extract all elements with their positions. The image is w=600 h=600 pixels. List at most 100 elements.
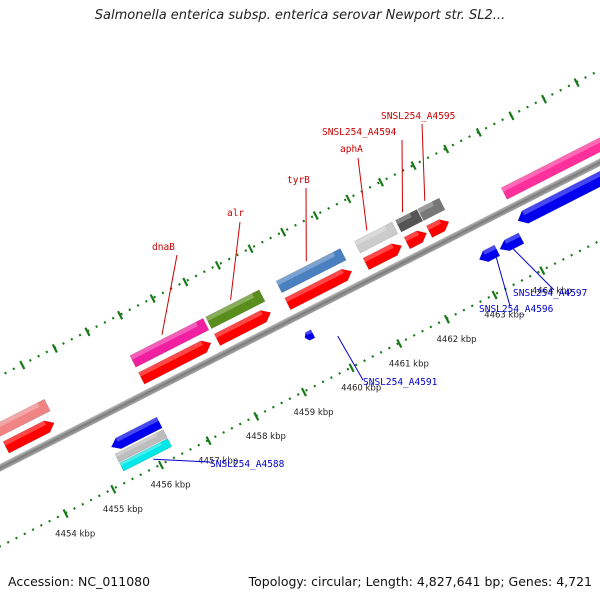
scale-tick-label: 4462 kbp (437, 335, 477, 345)
gene-block-red-a4594[interactable] (403, 227, 430, 250)
outer-tick-ruler (0, 50, 600, 434)
feature-highlight (305, 329, 313, 336)
feature-highlight (276, 252, 336, 286)
gene-block-red-dnab[interactable] (138, 337, 214, 385)
scale-major-tick (62, 509, 69, 519)
outer-major-tick (214, 260, 221, 270)
feature-highlight (214, 310, 263, 339)
scale-major-tick (253, 411, 260, 421)
gene-label[interactable]: SNSL254_A4594 (322, 127, 397, 138)
gene-block-pink[interactable] (500, 132, 600, 200)
scale-major-tick (491, 290, 498, 300)
gene-block-blue[interactable] (109, 416, 163, 452)
feature-block-darkgray[interactable] (417, 197, 446, 221)
feature-highlight (115, 417, 159, 442)
scale-tick-label: 4461 kbp (389, 359, 429, 369)
gene-label[interactable]: tyrB (287, 175, 310, 186)
gene-block-red-alr[interactable] (213, 307, 273, 346)
feature-block-steelblue[interactable] (275, 248, 347, 294)
feature-block-magenta[interactable] (129, 318, 210, 368)
gene-label[interactable]: dnaB (152, 242, 175, 253)
scale-tick-label: 4459 kbp (294, 408, 334, 418)
feature-highlight (363, 243, 394, 263)
gene-leader-line (161, 254, 178, 335)
scale-tick-label: 4456 kbp (151, 481, 191, 491)
scale-major-tick (396, 339, 403, 349)
feature-block-gray[interactable] (114, 429, 168, 463)
feature-highlight (129, 322, 198, 360)
feature-highlight (115, 433, 158, 457)
scale-tick-label: 4457 kbp (198, 456, 238, 466)
gene-block-red-a4595[interactable] (425, 216, 452, 238)
gene-label[interactable]: SNSL254_A4597 (513, 288, 587, 299)
outer-major-tick (443, 144, 450, 154)
feature-highlight (138, 340, 203, 377)
gene-label[interactable]: SNSL254_A4588 (210, 459, 285, 470)
feature-highlight (354, 225, 387, 246)
genome-summary-text: Topology: circular; Length: 4,827,641 bp… (248, 574, 592, 589)
genome-backbone (0, 121, 600, 509)
scale-tick-label: 4463 kbp (484, 311, 524, 321)
feature-highlight (417, 201, 435, 214)
scale-tick-label: 4464 kbp (532, 286, 572, 296)
scale-tick-label: 4458 kbp (246, 432, 286, 442)
outer-major-tick (247, 244, 254, 254)
gene-leader-line (337, 335, 364, 381)
gene-block-blue-small[interactable] (303, 329, 316, 342)
outer-major-tick (377, 177, 384, 187)
outer-major-tick (117, 310, 124, 320)
feature-block-darkgray[interactable] (395, 209, 424, 233)
feature-highlight (504, 232, 521, 244)
gene-block-red[interactable] (2, 417, 57, 454)
outer-major-tick (541, 94, 548, 104)
feature-highlight (521, 169, 600, 216)
gene-leader-line (401, 139, 404, 213)
feature-highlight (426, 219, 442, 230)
scale-major-tick (110, 484, 117, 494)
outer-major-tick (345, 194, 352, 204)
feature-block-olive[interactable] (205, 289, 266, 330)
outer-major-tick (475, 127, 482, 137)
feature-highlight (205, 293, 255, 322)
scale-major-tick (348, 363, 355, 373)
feature-highlight (482, 245, 497, 255)
feature-highlight (501, 136, 600, 192)
gene-leader-line (153, 458, 211, 463)
map-title: Salmonella enterica subsp. enterica sero… (94, 8, 506, 23)
outer-major-tick (84, 327, 91, 337)
gene-leader-line (512, 248, 555, 291)
outer-major-tick (19, 360, 26, 370)
accession-text: Accession: NC_011080 (8, 574, 151, 589)
gene-label[interactable]: SNSL254_A4595 (381, 111, 455, 122)
outer-major-tick (573, 78, 580, 88)
gene-block-red-tyrb[interactable] (284, 265, 355, 311)
feature-highlight (119, 442, 162, 466)
outer-major-tick (508, 111, 515, 121)
gene-block-blue[interactable] (477, 244, 501, 265)
outer-major-tick (280, 227, 287, 237)
gene-block-blue[interactable] (515, 168, 600, 227)
scale-major-tick (205, 436, 212, 446)
feature-block-gray[interactable] (354, 221, 399, 254)
gene-label[interactable]: SNSL254_A4591 (363, 377, 438, 388)
feature-highlight (0, 402, 40, 429)
feature-block-cyan[interactable] (119, 438, 173, 472)
gene-leader-line (421, 123, 426, 201)
gene-label[interactable]: alr (227, 208, 244, 219)
scale-major-tick (300, 387, 307, 397)
gene-block-red-apha[interactable] (362, 240, 405, 271)
gene-block-blue[interactable] (497, 232, 525, 255)
gene-leader-line (230, 221, 241, 300)
gene-label[interactable]: SNSL254_A4596 (479, 304, 554, 315)
feature-highlight (284, 269, 344, 303)
feature-block-salmon[interactable] (0, 398, 51, 437)
gene-label[interactable]: aphA (340, 144, 363, 155)
gene-leader-line (357, 157, 368, 231)
outer-major-tick (312, 210, 319, 221)
feature-highlight (404, 230, 419, 242)
gene-leader-line (495, 257, 511, 307)
outer-major-tick (410, 161, 417, 171)
scale-tick-label: 4455 kbp (103, 505, 143, 515)
